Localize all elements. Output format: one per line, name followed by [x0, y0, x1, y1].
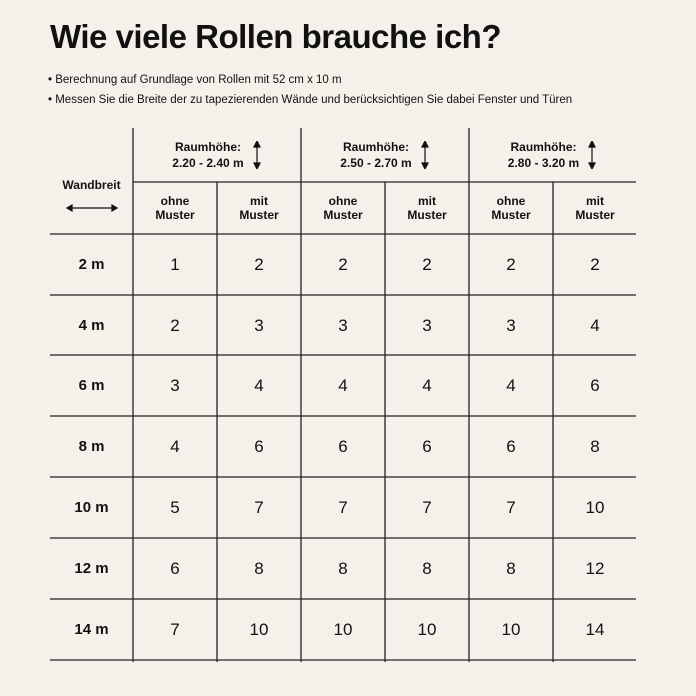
subheader-line: Muster: [575, 208, 615, 222]
double-arrow-horizontal-icon: [66, 203, 118, 213]
roll-count-cell: 6: [170, 558, 180, 578]
row-width-label: 6 m: [78, 377, 105, 394]
double-arrow-vertical-icon: [252, 141, 261, 169]
group-header-3: Raumhöhe: 2.80 - 3.20 m: [469, 128, 636, 182]
roll-count-cell: 6: [506, 436, 516, 456]
column-subheader: mit Muster: [385, 182, 469, 234]
roll-count-cell: 6: [254, 436, 264, 456]
roll-count-cell: 1: [170, 254, 180, 274]
roll-count-cell: 2: [338, 254, 348, 274]
roll-count-cell: 10: [501, 619, 521, 639]
group-header-2: Raumhöhe: 2.50 - 2.70 m: [301, 128, 469, 182]
roll-count-cell: 5: [170, 497, 180, 517]
roll-count-cell: 8: [422, 558, 432, 578]
roll-count-cell: 7: [506, 497, 516, 517]
roll-count-cell: 4: [170, 436, 180, 456]
row-width-label: 12 m: [74, 560, 109, 577]
row-width-label: 8 m: [78, 438, 105, 455]
roll-count-cell: 2: [590, 254, 600, 274]
row-header-label: Wandbreit: [62, 177, 121, 192]
column-subheader: mit Muster: [553, 182, 637, 234]
double-arrow-vertical-icon: [420, 141, 429, 169]
roll-count-cell: 7: [170, 619, 180, 639]
group-label-2: Raumhöhe:: [342, 140, 409, 154]
subheader-line: Muster: [155, 208, 195, 222]
roll-count-cell: 2: [254, 254, 264, 274]
row-width-label: 4 m: [78, 317, 105, 334]
subheader-line: Muster: [323, 208, 363, 222]
roll-count-cell: 7: [254, 497, 264, 517]
roll-count-cell: 7: [422, 497, 432, 517]
roll-count-cell: 14: [585, 619, 605, 639]
subheader-line: mit: [418, 194, 436, 208]
subheader-line: Muster: [491, 208, 531, 222]
row-width-label: 10 m: [74, 499, 109, 516]
group-header-1: Raumhöhe: 2.20 - 2.40 m: [133, 128, 301, 182]
roll-count-cell: 2: [506, 254, 516, 274]
roll-count-cell: 3: [254, 315, 264, 335]
roll-count-cell: 10: [417, 619, 437, 639]
group-range-1: 2.20 - 2.40 m: [172, 156, 244, 170]
subheader-line: ohne: [160, 194, 190, 208]
roll-count-cell: 8: [254, 558, 264, 578]
roll-count-cell: 3: [422, 315, 432, 335]
roll-count-cell: 6: [590, 375, 600, 395]
roll-count-cell: 8: [506, 558, 516, 578]
roll-count-cell: 10: [333, 619, 353, 639]
roll-count-cell: 4: [506, 375, 516, 395]
group-range-3: 2.80 - 3.20 m: [507, 156, 580, 170]
note-measure-walls: • Messen Sie die Breite der zu tapeziere…: [48, 94, 573, 106]
column-subheader: mit Muster: [217, 182, 301, 234]
row-width-label: 2 m: [78, 256, 105, 273]
roll-count-cell: 8: [590, 436, 600, 456]
subheader-line: mit: [250, 194, 268, 208]
page-title: Wie viele Rollen brauche ich?: [50, 18, 502, 55]
roll-count-cell: 6: [338, 436, 348, 456]
roll-count-cell: 4: [422, 375, 432, 395]
roll-count-cell: 8: [338, 558, 348, 578]
roll-count-cell: 2: [422, 254, 432, 274]
roll-count-cell: 10: [585, 497, 605, 517]
roll-count-cell: 6: [422, 436, 432, 456]
subheader-line: Muster: [239, 208, 279, 222]
roll-count-cell: 3: [506, 315, 516, 335]
roll-count-cell: 3: [170, 375, 180, 395]
group-range-2: 2.50 - 2.70 m: [340, 156, 412, 170]
row-width-label: 14 m: [74, 621, 109, 638]
roll-count-cell: 4: [590, 315, 600, 335]
column-subheader: ohne Muster: [469, 182, 553, 234]
column-subheader: ohne Muster: [301, 182, 385, 234]
subheader-line: ohne: [328, 194, 358, 208]
note-roll-size: • Berechnung auf Grundlage von Rollen mi…: [48, 74, 342, 86]
roll-count-cell: 4: [254, 375, 264, 395]
roll-count-cell: 3: [338, 315, 348, 335]
group-label-3: Raumhöhe:: [510, 140, 577, 154]
notes-list: • Berechnung auf Grundlage von Rollen mi…: [48, 70, 572, 110]
roll-count-cell: 2: [170, 315, 180, 335]
group-label-1: Raumhöhe:: [174, 140, 241, 154]
double-arrow-vertical-icon: [588, 141, 597, 169]
roll-count-cell: 4: [338, 375, 348, 395]
roll-count-cell: 7: [338, 497, 348, 517]
subheader-line: ohne: [496, 194, 526, 208]
subheader-line: Muster: [407, 208, 447, 222]
roll-count-cell: 12: [585, 558, 605, 578]
column-subheader: ohne Muster: [133, 182, 217, 234]
subheader-line: mit: [586, 194, 604, 208]
roll-count-cell: 10: [249, 619, 269, 639]
